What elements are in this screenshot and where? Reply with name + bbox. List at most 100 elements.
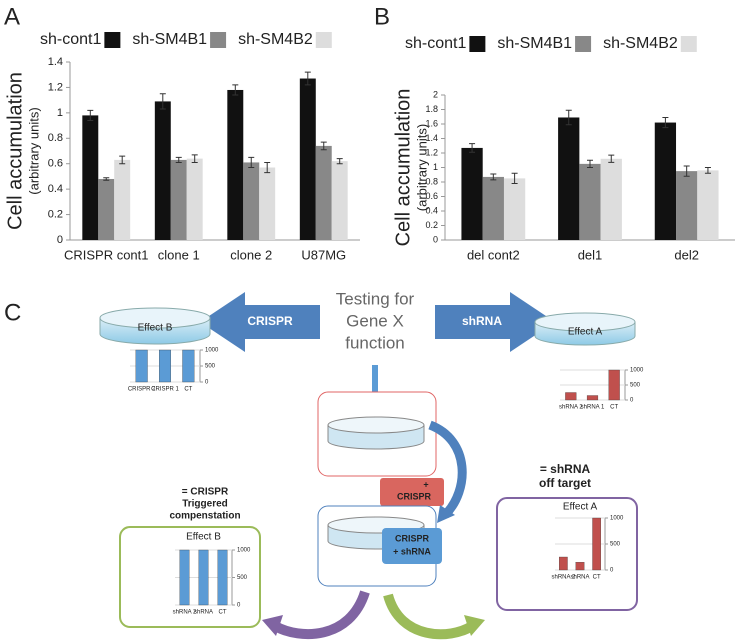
error-bar bbox=[683, 165, 690, 177]
y-tick-label: 0.2 bbox=[425, 220, 438, 230]
y-tick-label: 0 bbox=[630, 398, 634, 404]
x-tick-label: shRNA 1 bbox=[581, 405, 605, 411]
dish bbox=[327, 416, 425, 450]
x-tick-label: clone 2 bbox=[230, 247, 272, 262]
arrow bbox=[383, 593, 475, 640]
error-bar bbox=[320, 141, 327, 151]
box-label: CRISPR bbox=[397, 491, 432, 501]
box-label: + bbox=[423, 479, 428, 489]
x-tick-label: CRISPR 2 bbox=[128, 387, 156, 393]
arrow bbox=[437, 505, 455, 523]
y-tick-label: 1.4 bbox=[425, 133, 438, 143]
x-tick-label: del1 bbox=[578, 247, 603, 262]
arrow bbox=[435, 292, 555, 352]
y-tick-label: 0.8 bbox=[425, 176, 438, 186]
bar bbox=[82, 115, 99, 240]
bar bbox=[600, 158, 622, 240]
error-bar bbox=[175, 156, 182, 163]
x-tick-label: CT bbox=[593, 575, 601, 581]
note: Triggered bbox=[182, 499, 228, 510]
x-tick-label: shRNA 2 bbox=[551, 575, 575, 581]
bar bbox=[170, 159, 187, 240]
center-line: Testing for bbox=[336, 289, 415, 308]
error-bar bbox=[159, 93, 166, 110]
y-axis-sublabel: (arbitrary units) bbox=[26, 107, 41, 194]
legend-label: sh-SM4B1 bbox=[497, 35, 572, 52]
bar bbox=[558, 117, 580, 240]
bar bbox=[198, 549, 209, 606]
bar bbox=[565, 392, 577, 401]
bar bbox=[331, 161, 348, 240]
y-tick-label: 0 bbox=[57, 234, 63, 246]
x-tick-label: CT bbox=[184, 387, 192, 393]
bar bbox=[179, 549, 190, 606]
bar bbox=[182, 349, 195, 383]
bar bbox=[575, 562, 585, 571]
bar bbox=[654, 122, 677, 240]
error-bar bbox=[232, 84, 239, 96]
y-tick-label: 0.6 bbox=[48, 158, 63, 170]
y-tick-label: 1.4 bbox=[48, 56, 63, 68]
dish bbox=[534, 312, 636, 346]
arrow bbox=[262, 615, 283, 636]
legend-label: sh-SM4B2 bbox=[603, 35, 678, 52]
legend-label: sh-SM4B1 bbox=[132, 31, 207, 48]
y-tick-label: 0.4 bbox=[425, 205, 438, 215]
error-bar bbox=[119, 155, 126, 165]
bar bbox=[154, 101, 171, 241]
center-line: function bbox=[345, 333, 405, 352]
y-tick-label: 0 bbox=[433, 234, 438, 244]
bar bbox=[299, 78, 316, 241]
bar bbox=[579, 163, 601, 240]
y-tick-label: 1.2 bbox=[48, 81, 63, 93]
panel-label: C bbox=[4, 299, 21, 326]
center-text: Testing for Gene X function bbox=[336, 289, 415, 352]
bar bbox=[503, 178, 526, 240]
bar bbox=[482, 176, 504, 240]
y-tick-label: 500 bbox=[237, 575, 248, 581]
y-tick-label: 0.8 bbox=[48, 132, 63, 144]
bar bbox=[592, 517, 601, 571]
dish-label: Effect A bbox=[568, 327, 603, 338]
x-tick-label: CT bbox=[610, 405, 618, 411]
arrow bbox=[272, 590, 370, 640]
x-tick-label: shRNA bbox=[570, 575, 589, 581]
bar bbox=[186, 158, 203, 240]
bar bbox=[461, 147, 483, 240]
bar bbox=[586, 395, 599, 401]
y-tick-label: 1000 bbox=[237, 548, 251, 554]
panel-label: B bbox=[374, 3, 390, 30]
x-tick-label: shRNA bbox=[194, 610, 213, 616]
arrow bbox=[464, 615, 485, 636]
y-tick-label: 1000 bbox=[205, 348, 219, 354]
legend-label: sh-SM4B2 bbox=[238, 31, 313, 48]
error-bar bbox=[704, 167, 711, 174]
error-bar bbox=[264, 161, 271, 174]
y-tick-label: 1.8 bbox=[425, 104, 438, 114]
y-tick-label: 0 bbox=[610, 568, 614, 574]
x-tick-label: CRISPR 1 bbox=[151, 387, 179, 393]
legend-swatch bbox=[315, 32, 332, 48]
box-label: CRISPR bbox=[395, 533, 430, 543]
error-bar bbox=[565, 109, 572, 126]
bar bbox=[559, 556, 568, 571]
y-tick-label: 2 bbox=[433, 89, 438, 99]
panel-label: A bbox=[4, 3, 20, 30]
y-tick-label: 0 bbox=[237, 603, 241, 609]
chart-title: Effect B bbox=[186, 532, 221, 543]
legend-label: sh-cont1 bbox=[405, 35, 466, 52]
dish bbox=[99, 307, 211, 345]
error-bar bbox=[662, 116, 669, 129]
dish-label: Effect B bbox=[138, 323, 173, 334]
bar bbox=[227, 89, 244, 240]
legend-swatch bbox=[680, 36, 697, 52]
error-bar bbox=[304, 71, 311, 86]
chart-title: Effect A bbox=[563, 502, 598, 513]
y-tick-label: 1.2 bbox=[425, 147, 438, 157]
bar bbox=[676, 171, 698, 240]
bar bbox=[315, 145, 332, 240]
y-tick-label: 0 bbox=[205, 380, 209, 386]
error-bar bbox=[248, 156, 255, 169]
